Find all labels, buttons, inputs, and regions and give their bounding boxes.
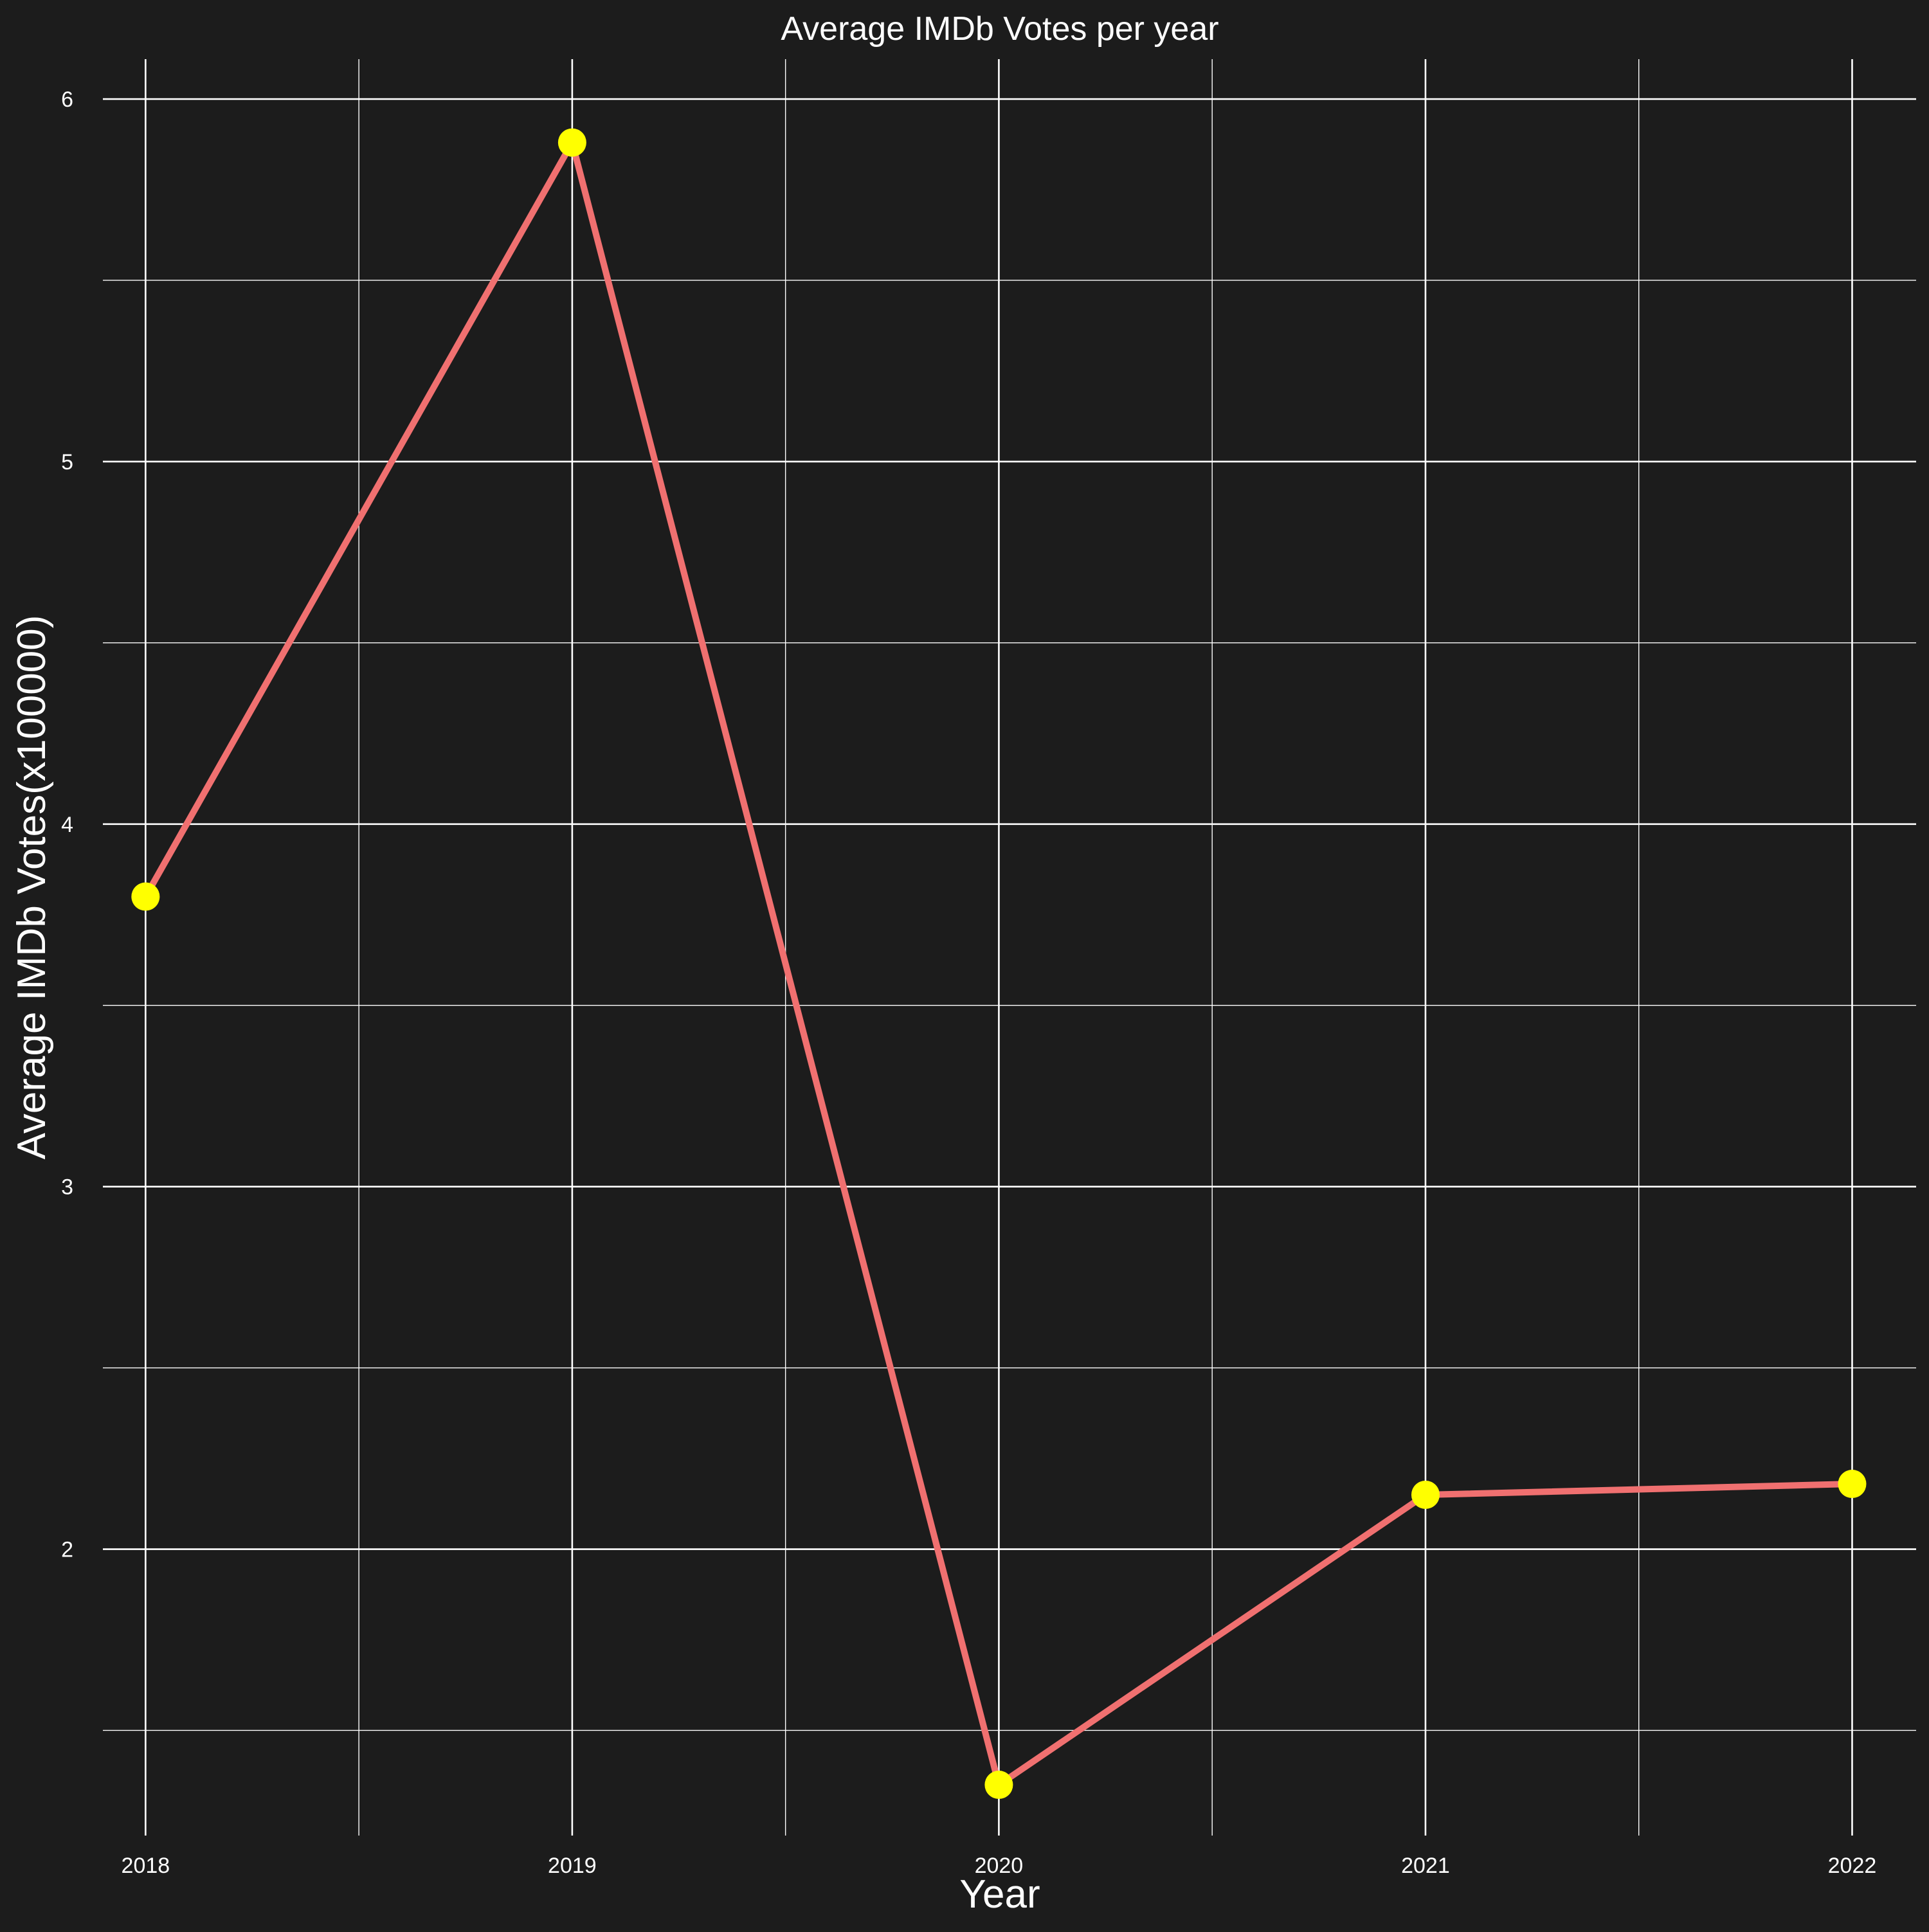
data-point [984, 1771, 1013, 1800]
tick-labels: 2018 2019 2020 2021 2022 2 3 4 5 6 [61, 87, 1876, 1878]
x-tick-label: 2018 [122, 1854, 170, 1878]
data-point [1838, 1470, 1867, 1499]
y-tick-label: 6 [61, 87, 73, 112]
data-point [557, 128, 586, 157]
data-point [131, 882, 160, 911]
chart-title: Average IMDb Votes per year [781, 10, 1218, 48]
x-tick-label: 2021 [1401, 1854, 1450, 1878]
series-points-layer [131, 128, 1867, 1800]
y-axis-title: Average IMDb Votes(x100000) [10, 615, 54, 1160]
x-axis-title: Year [959, 1872, 1040, 1917]
y-tick-label: 5 [61, 450, 73, 474]
y-tick-label: 3 [61, 1175, 73, 1200]
x-tick-label: 2019 [548, 1854, 597, 1878]
x-tick-label: 2020 [975, 1854, 1024, 1878]
grid [103, 59, 1916, 1836]
x-tick-label: 2022 [1828, 1854, 1877, 1878]
data-point [1411, 1480, 1440, 1509]
y-tick-label: 2 [61, 1538, 73, 1562]
y-tick-label: 4 [61, 813, 73, 837]
